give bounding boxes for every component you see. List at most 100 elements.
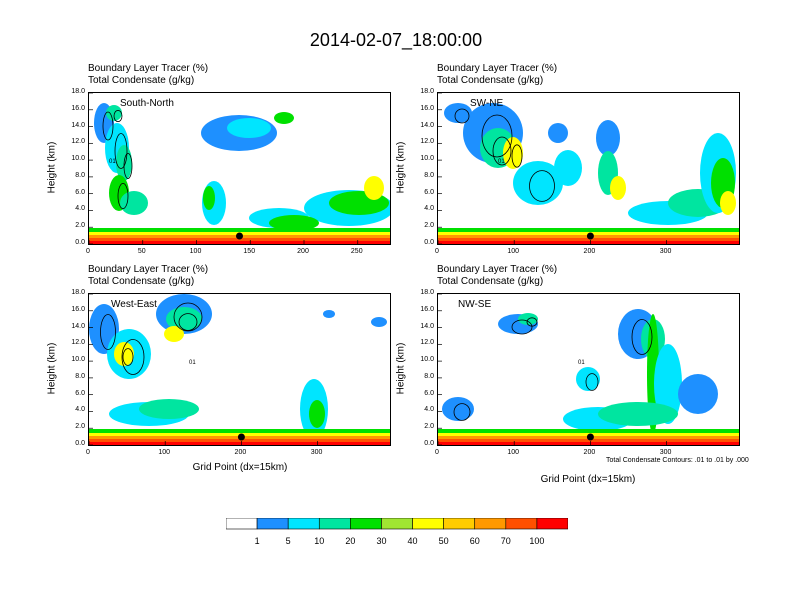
- location-marker: [586, 232, 594, 240]
- condensate-contour: [123, 153, 133, 180]
- condensate-contour: [529, 170, 555, 202]
- y-tick-label: 10.0: [420, 356, 434, 364]
- y-tick-label: 6.0: [424, 389, 434, 397]
- colorbar-tick-label: 20: [345, 536, 356, 546]
- panel-1-ylabel: Height (km): [395, 141, 407, 194]
- y-tick-label: 10.0: [71, 356, 85, 364]
- tracer-region: [227, 118, 271, 138]
- tracer-region: [364, 176, 384, 200]
- colorbar-swatch: [381, 518, 413, 530]
- y-tick-label: 16.0: [420, 104, 434, 112]
- boundary-layer-band: [89, 241, 390, 244]
- panel-1-plot: 01: [438, 93, 739, 244]
- tracer-region: [323, 310, 335, 318]
- colorbar-tick-label: 10: [314, 536, 325, 546]
- tracer-region: [598, 402, 678, 426]
- condensate-contour: [585, 373, 599, 391]
- condensate-contour: [102, 111, 114, 141]
- condensate-contour: [117, 183, 129, 210]
- condensate-contour: [173, 302, 203, 332]
- location-marker: [237, 433, 245, 441]
- panel-nw-se: 01: [437, 293, 740, 446]
- panel-3-plot: 01: [438, 294, 739, 445]
- colorbar-tick-label: 40: [407, 536, 418, 546]
- y-tick-label: 0.0: [75, 440, 85, 447]
- panel-1-label-line2: Total Condensate (g/kg): [437, 75, 544, 86]
- y-tick-label: 18.0: [71, 88, 85, 95]
- y-tick-label: 14.0: [420, 322, 434, 330]
- location-marker: [586, 433, 594, 441]
- y-tick-label: 4.0: [75, 406, 85, 414]
- panel-3-ylabel: Height (km): [395, 342, 407, 395]
- y-tick-label: 8.0: [75, 171, 85, 179]
- y-tick-label: 18.0: [420, 88, 434, 95]
- y-tick-label: 4.0: [75, 205, 85, 213]
- panel-0-label-line2: Total Condensate (g/kg): [88, 75, 195, 86]
- tracer-region: [371, 317, 387, 327]
- colorbar-swatch: [226, 518, 258, 530]
- condensate-contour: [453, 403, 471, 421]
- panel-west-east: 01: [88, 293, 391, 446]
- colorbar-swatch: [287, 518, 320, 530]
- colorbar-swatch: [505, 518, 538, 530]
- contour-tag: 01: [109, 159, 116, 165]
- panel-0-plot: 01: [89, 93, 390, 244]
- panel-3-label: Boundary Layer Tracer (%) Total Condensa…: [437, 264, 557, 288]
- y-tick-label: 8.0: [424, 372, 434, 380]
- y-tick-label: 12.0: [71, 138, 85, 146]
- y-tick-label: 6.0: [424, 188, 434, 196]
- y-tick-label: 16.0: [71, 305, 85, 313]
- colorbar-tick-label: 1: [254, 536, 260, 546]
- tracer-region: [610, 176, 626, 200]
- tracer-region: [274, 112, 294, 124]
- condensate-contour: [511, 144, 523, 168]
- y-tick-label: 0.0: [424, 440, 434, 447]
- panel-1-label-line1: Boundary Layer Tracer (%): [437, 63, 558, 74]
- x-tick-label: 0: [435, 248, 439, 255]
- boundary-layer-band: [438, 442, 739, 445]
- tracer-region: [576, 367, 600, 391]
- condensate-contour: [121, 339, 145, 375]
- panel-0-label-line1: Boundary Layer Tracer (%): [88, 63, 209, 74]
- tracer-region: [120, 191, 148, 215]
- tracer-region: [164, 326, 184, 342]
- tracer-region: [548, 123, 568, 143]
- y-tick-label: 4.0: [424, 406, 434, 414]
- x-tick-label: 150: [243, 248, 256, 255]
- y-tick-label: 8.0: [75, 372, 85, 380]
- condensate-contour: [454, 108, 470, 124]
- x-tick-label: 200: [297, 248, 309, 255]
- y-tick-label: 14.0: [71, 121, 85, 129]
- x-tick-label: 300: [659, 248, 672, 255]
- colorbar-tick-label: 30: [376, 536, 387, 546]
- tracer-region: [720, 191, 736, 215]
- panel-2-label: Boundary Layer Tracer (%) Total Condensa…: [88, 264, 208, 288]
- condensate-contour: [178, 313, 198, 331]
- panel-2-name: West-East: [111, 299, 157, 310]
- condensate-contour: [113, 109, 123, 122]
- tracer-region: [442, 397, 474, 421]
- colorbar: [226, 518, 568, 530]
- condensate-contour: [122, 348, 134, 366]
- y-tick-label: 12.0: [71, 339, 85, 347]
- panel-0-label: Boundary Layer Tracer (%) Total Condensa…: [88, 63, 208, 87]
- panel-south-north: 01: [88, 92, 391, 245]
- y-tick-label: 12.0: [420, 138, 434, 146]
- y-tick-label: 10.0: [420, 155, 434, 163]
- x-tick-label: 200: [583, 248, 596, 255]
- tracer-region: [444, 103, 472, 123]
- x-tick-label: 0: [86, 449, 90, 456]
- y-tick-label: 14.0: [71, 322, 85, 330]
- x-tick-label: 300: [659, 449, 672, 456]
- boundary-layer-band: [89, 442, 390, 445]
- condensate-contour: [114, 133, 128, 169]
- x-tick-label: 100: [189, 248, 202, 255]
- panel-3-label-line2: Total Condensate (g/kg): [437, 276, 544, 287]
- condensate-contour: [511, 319, 533, 335]
- colorbar-swatch: [474, 518, 507, 530]
- panel-3-xlabel: Grid Point (dx=15km): [540, 474, 636, 485]
- colorbar-swatch: [256, 518, 289, 530]
- y-tick-label: 2.0: [75, 222, 85, 230]
- x-tick-label: 200: [583, 449, 596, 456]
- colorbar-tick-label: 50: [438, 536, 449, 546]
